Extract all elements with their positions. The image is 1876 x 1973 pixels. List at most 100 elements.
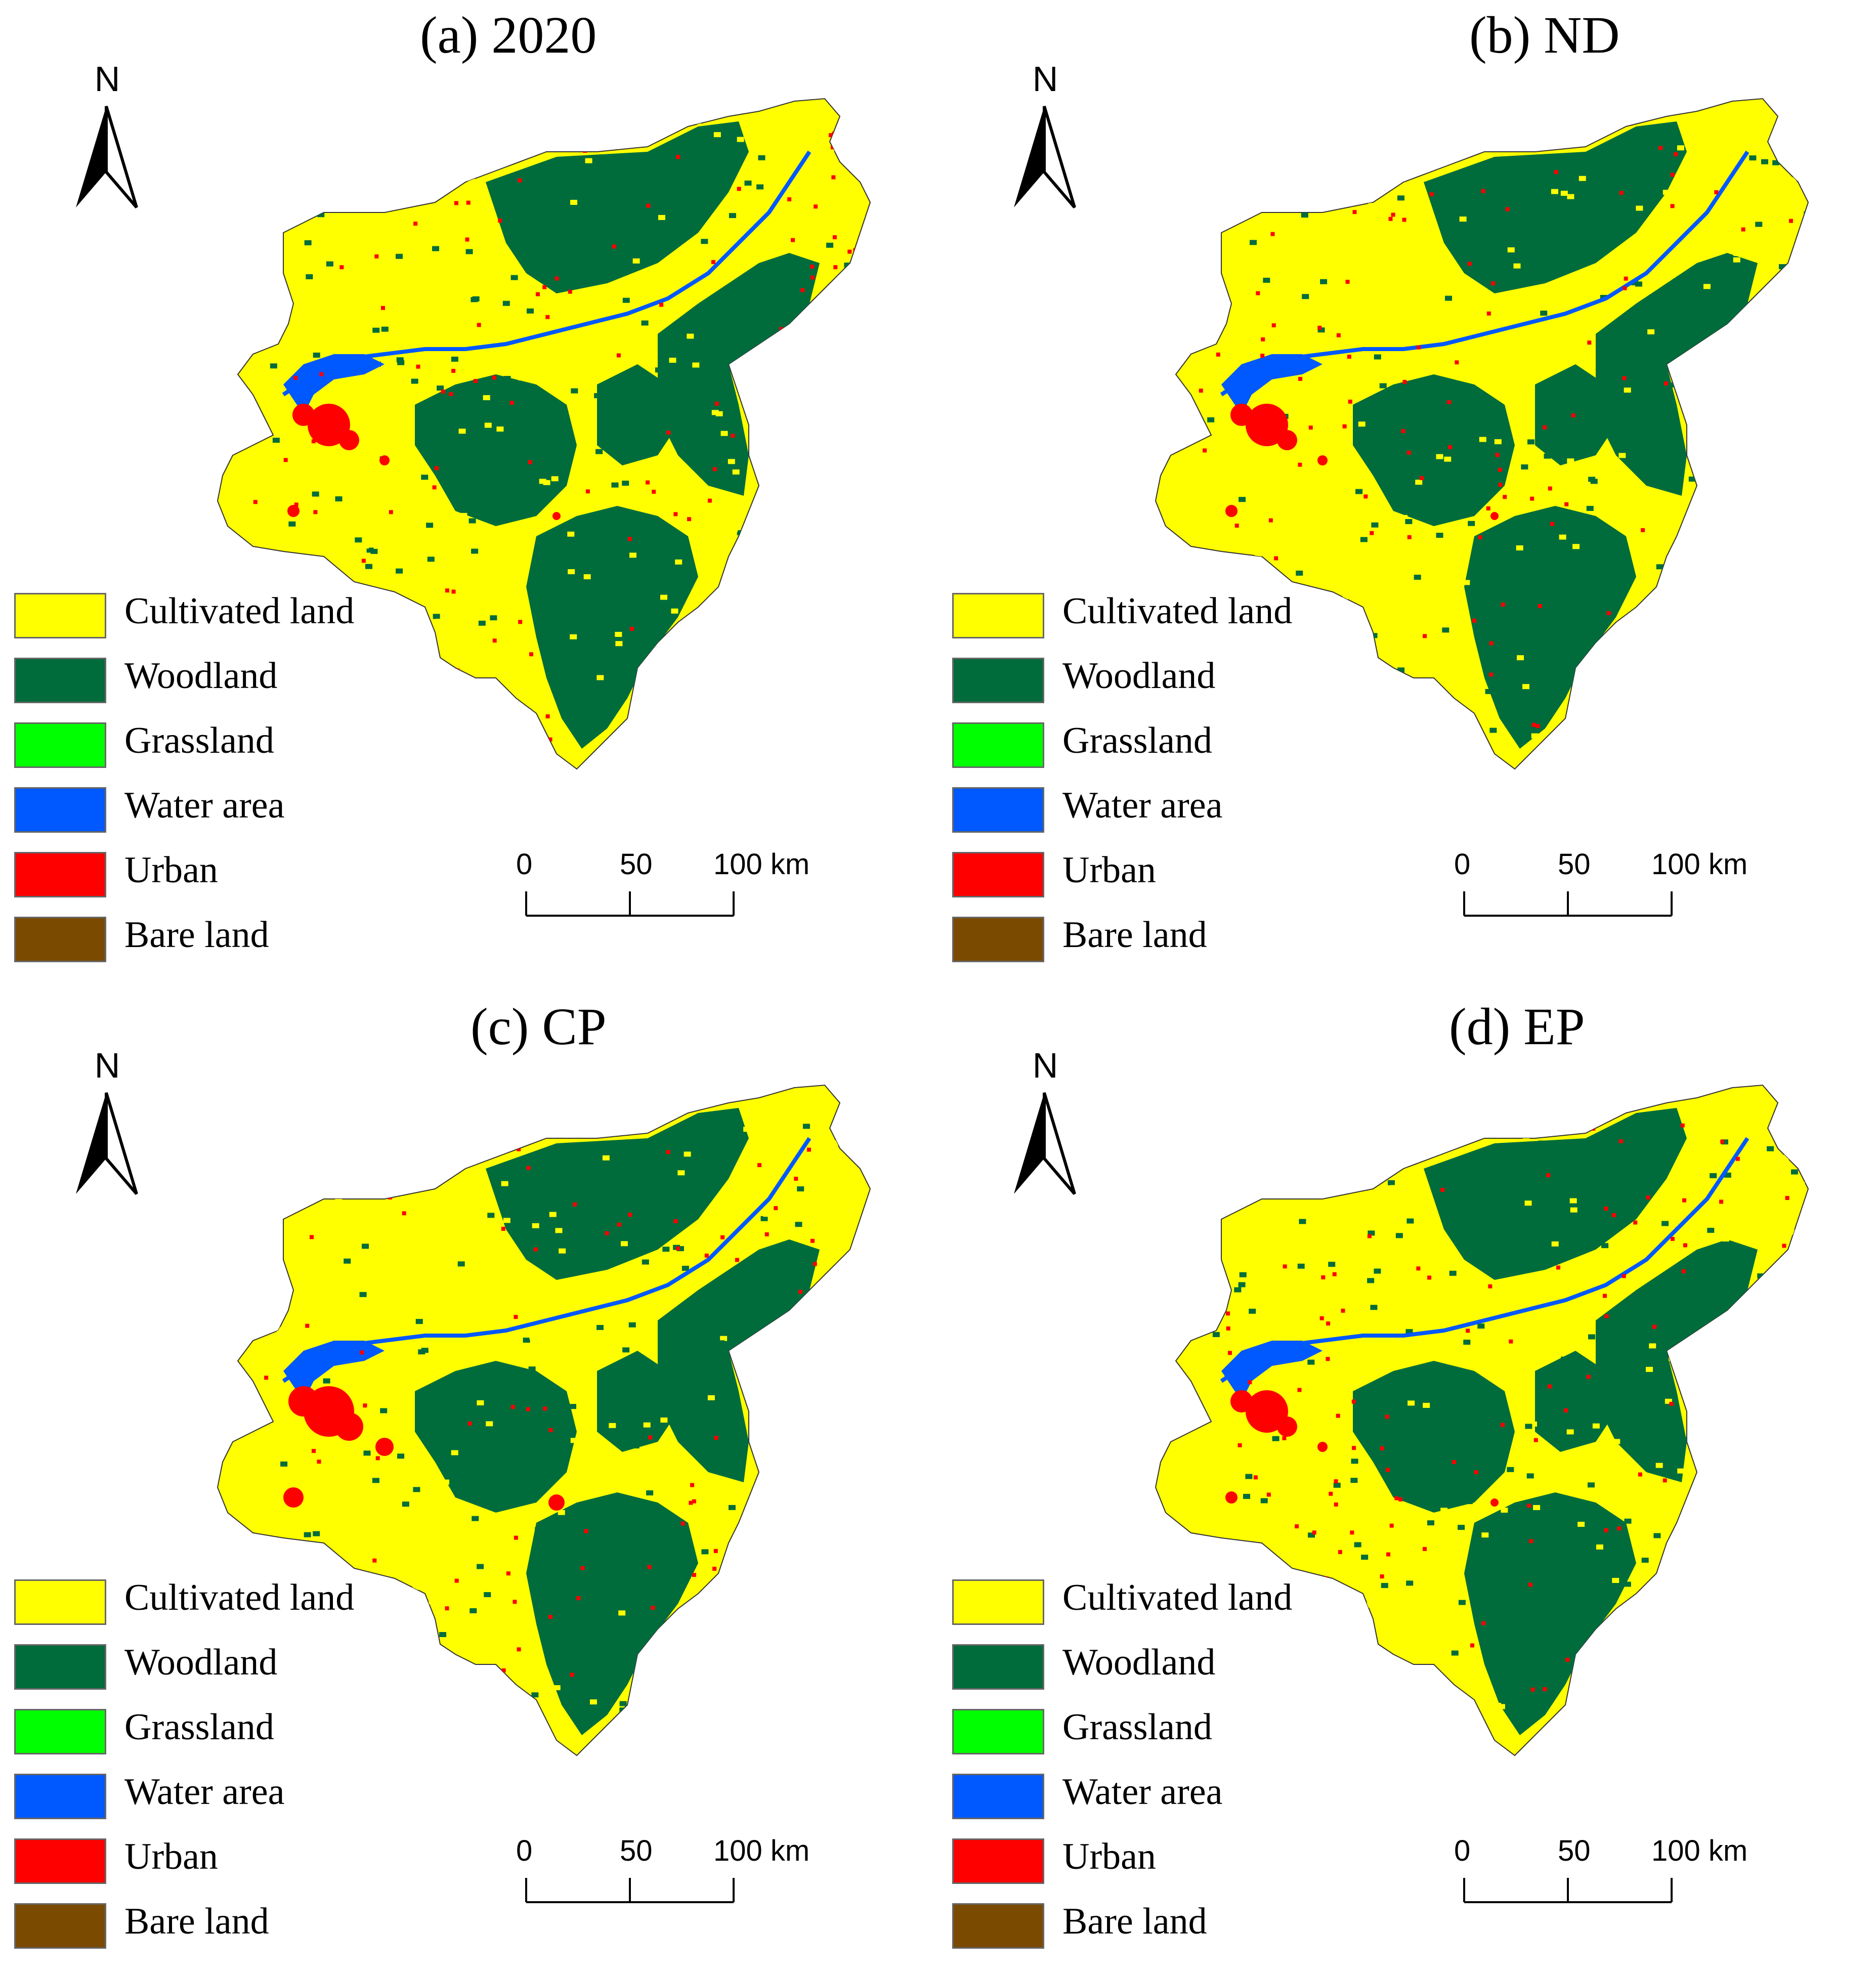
land-pixel	[1430, 1616, 1437, 1622]
urban-area	[552, 512, 561, 520]
land-pixel	[1397, 195, 1404, 201]
land-pixel	[1579, 176, 1586, 181]
urban-pixel	[413, 1120, 417, 1124]
land-pixel	[398, 457, 406, 462]
land-pixel	[1373, 144, 1381, 149]
land-pixel	[632, 1443, 639, 1449]
land-pixel	[517, 662, 524, 668]
land-pixel	[518, 1220, 526, 1225]
scale-tick-label: 50	[620, 848, 653, 881]
north-arrow-left	[76, 1093, 106, 1194]
woodland-area	[1424, 121, 1687, 293]
urban-pixel	[789, 539, 794, 544]
land-pixel	[1790, 1575, 1798, 1581]
land-pixel	[549, 1212, 557, 1217]
land-pixel	[1710, 447, 1718, 453]
land-pixel	[275, 1171, 283, 1176]
scale-bar: 0 50 100 km	[516, 1834, 809, 1903]
land-pixel	[1596, 237, 1604, 242]
land-pixel	[1318, 1383, 1326, 1388]
urban-pixel	[1367, 1744, 1371, 1748]
legend-label: Grassland	[1062, 720, 1212, 761]
urban-pixel	[1319, 1316, 1324, 1320]
land-pixel	[437, 385, 444, 391]
land-pixel	[389, 1391, 396, 1397]
urban-pixel	[1679, 1710, 1684, 1715]
land-pixel	[621, 1241, 628, 1247]
land-pixel	[441, 666, 448, 672]
land-pixel	[643, 1422, 651, 1428]
urban-pixel	[1297, 1388, 1302, 1392]
land-pixel	[500, 1122, 508, 1127]
land-pixel	[399, 318, 407, 323]
urban-pixel	[738, 1733, 743, 1738]
land-pixel	[1722, 577, 1729, 583]
land-pixel	[535, 1527, 542, 1532]
north-arrow-left	[76, 106, 106, 207]
land-pixel	[484, 486, 492, 491]
land-pixel	[1769, 483, 1776, 488]
urban-pixel	[764, 1232, 769, 1236]
land-pixel	[467, 179, 475, 184]
land-pixel	[1527, 439, 1534, 445]
urban-pixel	[1447, 400, 1452, 404]
urban-pixel	[1602, 1294, 1607, 1298]
urban-pixel	[720, 1235, 725, 1239]
urban-pixel	[367, 143, 371, 147]
urban-pixel	[1423, 634, 1427, 638]
urban-pixel	[500, 708, 504, 712]
land-pixel	[1781, 1154, 1789, 1160]
urban-pixel	[757, 1163, 762, 1168]
land-pixel	[327, 1382, 335, 1388]
map-panel-d: N 0 50 100 km (d) EP Cultivated land Woodlan…	[938, 986, 1876, 1973]
scale-tick-label: 100 km	[1651, 848, 1747, 881]
land-pixel	[457, 1261, 465, 1267]
land-pixel	[603, 1284, 610, 1290]
urban-pixel	[1452, 1460, 1456, 1465]
land-pixel	[760, 1216, 768, 1221]
land-pixel	[531, 1126, 538, 1132]
urban-pixel	[434, 1725, 438, 1730]
legend-item: Grassland	[12, 720, 407, 778]
land-pixel	[1330, 249, 1338, 254]
urban-pixel	[1470, 1643, 1475, 1648]
land-pixel	[1684, 1437, 1691, 1442]
urban-area	[1225, 505, 1238, 517]
land-pixel	[748, 1559, 755, 1564]
land-pixel	[273, 1147, 280, 1152]
land-pixel	[827, 1726, 834, 1731]
land-pixel	[1577, 743, 1585, 748]
land-pixel	[448, 575, 456, 580]
urban-pixel	[774, 1206, 778, 1211]
land-pixel	[1471, 113, 1479, 119]
scale-tick-label: 0	[516, 1834, 532, 1867]
land-pixel	[1664, 708, 1671, 714]
land-pixel	[499, 1238, 507, 1244]
land-pixel	[740, 1556, 747, 1562]
urban-pixel	[492, 375, 496, 380]
legend-item: Bare land	[12, 914, 407, 972]
land-pixel	[1233, 206, 1241, 212]
land-pixel	[641, 449, 649, 455]
land-pixel	[1254, 552, 1262, 557]
panel-title: (d) EP	[1449, 998, 1585, 1056]
land-pixel	[1305, 714, 1312, 719]
land-pixel	[501, 1426, 509, 1432]
land-pixel	[1368, 1230, 1375, 1236]
urban-pixel	[1782, 1243, 1786, 1248]
legend-label: Grassland	[124, 720, 274, 761]
land-pixel	[827, 1474, 834, 1480]
land-pixel	[1587, 1482, 1595, 1488]
legend-item: Woodland	[12, 655, 407, 713]
urban-pixel	[844, 356, 848, 360]
land-pixel	[775, 1438, 783, 1444]
land-pixel	[1391, 1609, 1399, 1615]
legend-label: Urban	[124, 849, 218, 891]
urban-pixel	[1474, 1470, 1478, 1475]
urban-pixel	[841, 1296, 846, 1301]
urban-area	[1225, 1491, 1238, 1504]
land-pixel	[483, 395, 490, 401]
urban-pixel	[652, 490, 656, 494]
legend-item: Bare land	[950, 914, 1345, 972]
land-pixel	[589, 1699, 597, 1705]
